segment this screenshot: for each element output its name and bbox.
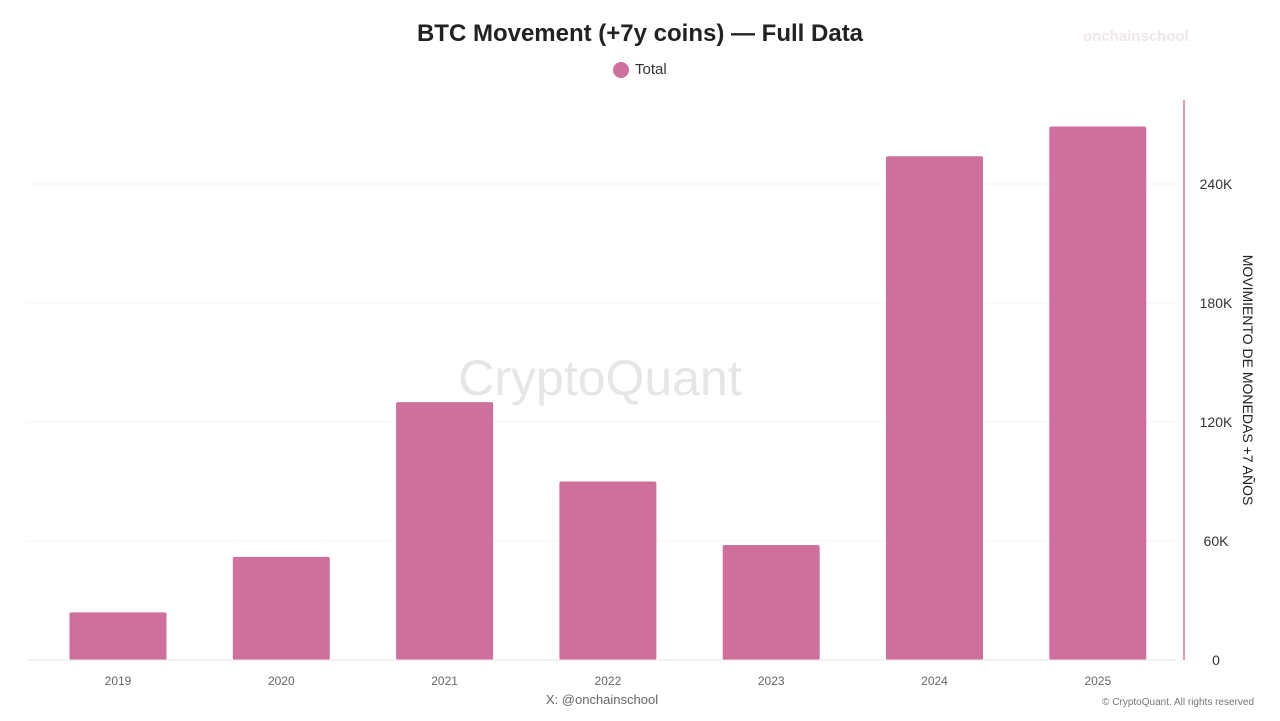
x-tick-label: 2024	[921, 674, 948, 688]
legend-marker	[613, 61, 629, 78]
y-tick-label: 120K	[1200, 414, 1233, 430]
legend: Total	[613, 61, 667, 78]
bar-2025	[1049, 126, 1147, 660]
bar-2020	[232, 556, 330, 660]
x-tick-label: 2022	[595, 674, 622, 688]
bar-2021	[396, 402, 494, 660]
y-tick-label: 240K	[1200, 176, 1233, 192]
y-tick-label: 180K	[1200, 295, 1233, 311]
x-tick-label: 2019	[105, 674, 132, 688]
bar-2022	[559, 481, 657, 660]
x-tick-label: 2023	[758, 674, 785, 688]
bar-2019	[69, 612, 167, 660]
legend-label: Total	[635, 61, 667, 78]
chart-title: BTC Movement (+7y coins) — Full Data	[416, 20, 864, 47]
footer-handle: X: @onchainschool	[545, 692, 659, 707]
bar-2024	[886, 156, 983, 660]
x-tick-label: 2025	[1084, 674, 1111, 688]
y-tick-label: 60K	[1204, 533, 1230, 549]
bar-2023	[722, 544, 820, 660]
x-tick-label: 2020	[268, 674, 295, 688]
x-tick-label: 2021	[431, 674, 458, 688]
watermark: CryptoQuant	[458, 350, 742, 406]
y-axis-label: MOVIMIENTO DE MONEDAS +7 AÑOS	[1240, 255, 1256, 506]
brand-logo: onchainschool	[1083, 28, 1189, 45]
y-tick-label: 0	[1212, 652, 1220, 668]
footer-copyright: © CryptoQuant. All rights reserved	[1102, 697, 1254, 708]
